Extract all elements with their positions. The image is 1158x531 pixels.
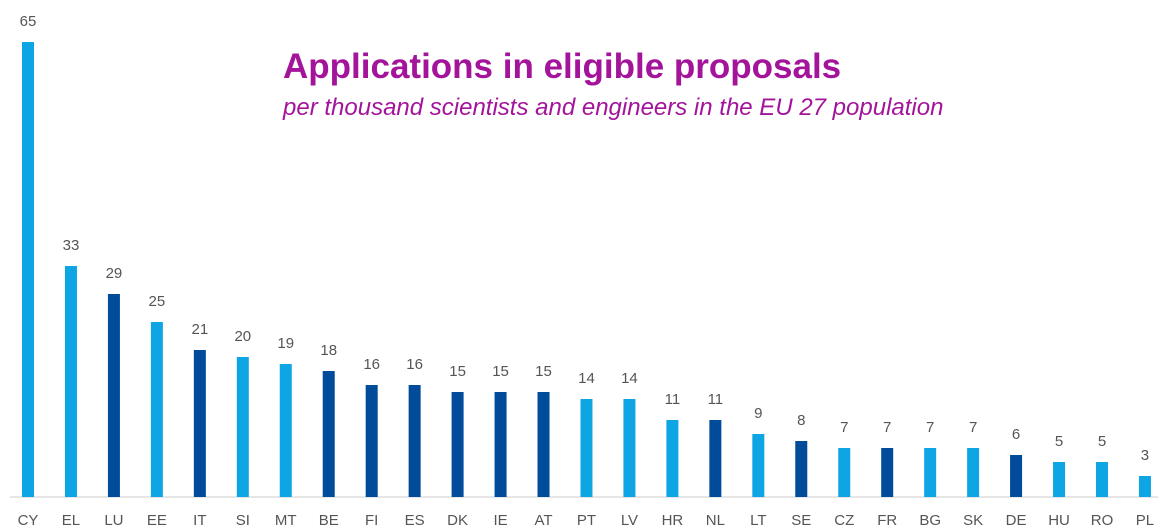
x-tick-label: PL: [1136, 512, 1154, 529]
x-tick-label: PT: [577, 512, 596, 529]
value-label: 18: [320, 342, 337, 359]
value-label: 65: [20, 13, 37, 30]
x-tick-label: RO: [1091, 512, 1114, 529]
value-label: 16: [406, 356, 423, 373]
x-tick-label: CZ: [834, 512, 854, 529]
value-label: 11: [708, 391, 724, 408]
bar: [236, 357, 249, 497]
bar: [795, 441, 808, 497]
x-tick-label: SE: [791, 512, 811, 529]
value-label: 29: [106, 265, 123, 282]
bar: [1096, 462, 1108, 497]
value-label: 7: [969, 419, 977, 436]
chart-title: Applications in eligible proposals: [283, 47, 841, 86]
value-label: 5: [1098, 433, 1106, 450]
bar: [107, 294, 120, 497]
value-label: 19: [277, 335, 294, 352]
bar: [623, 399, 636, 497]
value-label: 14: [621, 370, 638, 387]
x-tick-label: HR: [662, 512, 684, 529]
x-tick-label: IE: [493, 512, 507, 529]
value-label: 15: [449, 363, 466, 380]
x-tick-label: AT: [534, 512, 552, 529]
x-tick-label: EE: [147, 512, 167, 529]
value-label: 3: [1141, 447, 1149, 464]
value-label: 20: [234, 328, 251, 345]
value-label: 5: [1055, 433, 1063, 450]
x-tick-label: SK: [963, 512, 983, 529]
bar: [580, 399, 593, 497]
x-tick-label: MT: [275, 512, 297, 529]
bar: [752, 434, 765, 497]
x-tick-label: FR: [877, 512, 897, 529]
bar: [22, 42, 34, 497]
bar: [279, 364, 292, 497]
value-label: 8: [797, 412, 805, 429]
x-tick-label: IT: [193, 512, 206, 529]
x-tick-label: BG: [919, 512, 941, 529]
bar: [150, 322, 163, 497]
value-label: 21: [191, 321, 208, 338]
bar: [709, 420, 722, 497]
x-tick-label: HU: [1048, 512, 1070, 529]
x-tick-label: CY: [18, 512, 39, 529]
value-label: 11: [665, 391, 681, 408]
bar: [1010, 455, 1023, 497]
x-tick-label: LT: [750, 512, 766, 529]
bar: [64, 266, 77, 497]
bar: [408, 385, 421, 497]
value-label: 14: [578, 370, 595, 387]
bar: [881, 448, 894, 497]
bar: [967, 448, 980, 497]
bar: [924, 448, 937, 497]
x-tick-label: BE: [319, 512, 339, 529]
x-tick-label: EL: [62, 512, 80, 529]
x-tick-label: DK: [447, 512, 468, 529]
bar: [365, 385, 378, 497]
value-label: 15: [492, 363, 509, 380]
bar: [451, 392, 464, 497]
chart-subtitle: per thousand scientists and engineers in…: [282, 94, 943, 121]
x-tick-label: NL: [706, 512, 725, 529]
bar: [838, 448, 851, 497]
value-label: 7: [883, 419, 891, 436]
value-label: 9: [754, 405, 762, 422]
bar: [666, 420, 679, 497]
x-tick-label: LU: [104, 512, 123, 529]
bar: [322, 371, 335, 497]
bar: [1138, 476, 1151, 497]
bar: [1053, 462, 1066, 497]
x-tick-label: LV: [621, 512, 638, 529]
bar: [494, 392, 507, 497]
value-label: 7: [840, 419, 848, 436]
x-tick-label: ES: [405, 512, 425, 529]
value-label: 25: [149, 293, 166, 310]
value-label: 16: [363, 356, 380, 373]
x-tick-label: FI: [365, 512, 378, 529]
value-label: 6: [1012, 426, 1020, 443]
x-tick-label: SI: [236, 512, 250, 529]
value-label: 33: [63, 237, 80, 254]
bar: [537, 392, 550, 497]
bar: [193, 350, 206, 497]
value-label: 7: [926, 419, 934, 436]
value-label: 15: [535, 363, 552, 380]
x-tick-label: DE: [1006, 512, 1027, 529]
